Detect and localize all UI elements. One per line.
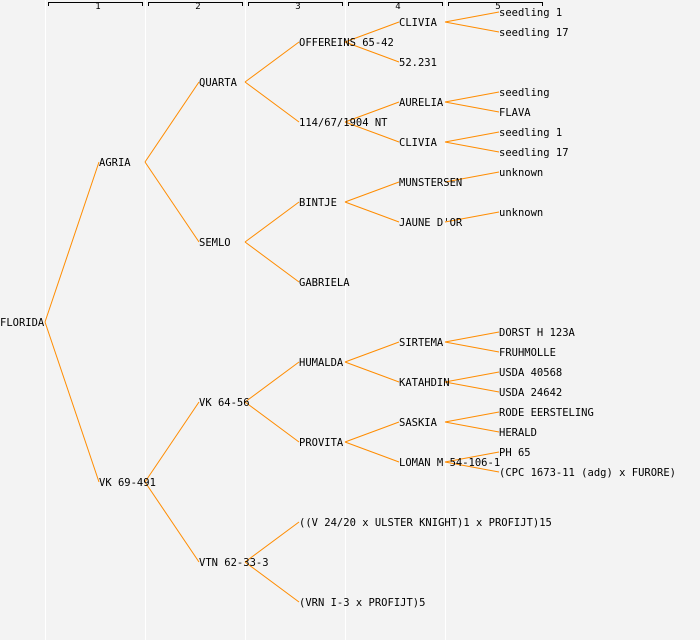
column-bracket: [48, 2, 143, 6]
column-bracket: [148, 2, 243, 6]
pedigree-node[interactable]: SASKIA: [399, 417, 438, 429]
pedigree-node[interactable]: unknown: [499, 207, 543, 219]
pedigree-node[interactable]: AURELIA: [399, 97, 444, 109]
pedigree-node[interactable]: AGRIA: [99, 157, 131, 169]
pedigree-link: [344, 41, 400, 63]
pedigree-link: [344, 201, 400, 223]
pedigree-node[interactable]: JAUNE D'OR: [399, 217, 463, 229]
pedigree-node[interactable]: seedling 1: [499, 7, 562, 19]
pedigree-node[interactable]: FLAVA: [499, 107, 531, 119]
column-header: 3: [295, 2, 300, 12]
pedigree-link: [444, 411, 500, 423]
column-header: 4: [395, 2, 400, 12]
pedigree-link: [344, 121, 400, 143]
pedigree-link: [244, 81, 300, 123]
pedigree-link: [344, 341, 400, 363]
pedigree-link: [144, 161, 200, 243]
pedigree-node[interactable]: MUNSTERSEN: [399, 177, 462, 189]
pedigree-link: [44, 161, 100, 323]
pedigree-link: [444, 331, 500, 343]
pedigree-link: [444, 461, 500, 473]
pedigree-link: [344, 181, 400, 203]
pedigree-node[interactable]: VTN 62-33-3: [199, 557, 269, 569]
pedigree-link: [244, 361, 300, 403]
column-bracket: [448, 2, 543, 6]
pedigree-node[interactable]: PH 65: [499, 447, 531, 459]
pedigree-link: [344, 21, 400, 43]
pedigree-node[interactable]: OFFEREINS 65-42: [299, 37, 394, 49]
pedigree-node[interactable]: LOMAN M 54-106-1: [399, 457, 500, 469]
pedigree-link: [444, 101, 500, 113]
pedigree-node[interactable]: RODE EERSTELING: [499, 407, 594, 419]
pedigree-link: [344, 421, 400, 443]
pedigree-link: [444, 171, 500, 183]
pedigree-node[interactable]: USDA 40568: [499, 367, 562, 379]
pedigree-link: [144, 81, 200, 163]
pedigree-link: [244, 561, 300, 603]
column-header: 5: [495, 2, 500, 12]
pedigree-node[interactable]: HERALD: [499, 427, 537, 439]
pedigree-link: [444, 421, 500, 433]
pedigree-node[interactable]: ((V 24/20 x ULSTER KNIGHT)1 x PROFIJT)15: [299, 517, 552, 529]
pedigree-node[interactable]: USDA 24642: [499, 387, 562, 399]
pedigree-node[interactable]: (CPC 1673-11 (adg) x FURORE): [499, 467, 676, 479]
pedigree-link: [244, 201, 300, 243]
pedigree-link: [444, 381, 500, 393]
pedigree-link: [344, 441, 400, 463]
pedigree-node[interactable]: DORST H 123A: [499, 327, 576, 339]
pedigree-node[interactable]: unknown: [499, 167, 543, 179]
pedigree-node[interactable]: seedling 17: [499, 27, 569, 39]
pedigree-node[interactable]: seedling 1: [499, 127, 562, 139]
column-bracket: [248, 2, 343, 6]
pedigree-link: [344, 361, 400, 383]
pedigree-link: [244, 521, 300, 563]
column-header: 1: [95, 2, 100, 12]
pedigree-link: [444, 131, 500, 143]
column-bracket: [348, 2, 443, 6]
pedigree-node[interactable]: SEMLO: [199, 237, 231, 249]
pedigree-link: [244, 241, 300, 283]
pedigree-link: [444, 141, 500, 153]
pedigree-link: [444, 371, 500, 383]
pedigree-node[interactable]: GABRIELA: [299, 277, 350, 289]
pedigree-link: [244, 41, 300, 83]
pedigree-link: [444, 211, 500, 223]
pedigree-link: [444, 91, 500, 103]
pedigree-link: [144, 481, 200, 563]
pedigree-node[interactable]: 52.231: [399, 57, 437, 69]
pedigree-link: [444, 11, 500, 23]
pedigree-link: [144, 401, 200, 483]
pedigree-node[interactable]: HUMALDA: [299, 357, 344, 369]
pedigree-node[interactable]: VK 64-56: [199, 397, 250, 409]
pedigree-node[interactable]: QUARTA: [199, 77, 238, 89]
pedigree-node[interactable]: (VRN I-3 x PROFIJT)5: [299, 597, 425, 609]
pedigree-link: [444, 341, 500, 353]
pedigree-node[interactable]: FRUHMOLLE: [499, 347, 556, 359]
pedigree-link: [44, 321, 100, 483]
pedigree-node[interactable]: FLORIDA: [0, 317, 45, 329]
pedigree-node[interactable]: seedling: [499, 87, 550, 99]
pedigree-node[interactable]: BINTJE: [299, 197, 337, 209]
pedigree-node[interactable]: PROVITA: [299, 437, 344, 449]
pedigree-link: [444, 451, 500, 463]
pedigree-node[interactable]: CLIVIA: [399, 17, 438, 29]
pedigree-node[interactable]: 114/67/1904 NT: [299, 117, 388, 129]
pedigree-link: [244, 401, 300, 443]
pedigree-node[interactable]: KATAHDIN: [399, 377, 450, 389]
pedigree-node[interactable]: VK 69-491: [99, 477, 156, 489]
pedigree-node[interactable]: SIRTEMA: [399, 337, 444, 349]
pedigree-node[interactable]: CLIVIA: [399, 137, 438, 149]
pedigree-link: [444, 21, 500, 33]
pedigree-node[interactable]: seedling 17: [499, 147, 569, 159]
column-header: 2: [195, 2, 200, 12]
pedigree-link: [344, 101, 400, 123]
